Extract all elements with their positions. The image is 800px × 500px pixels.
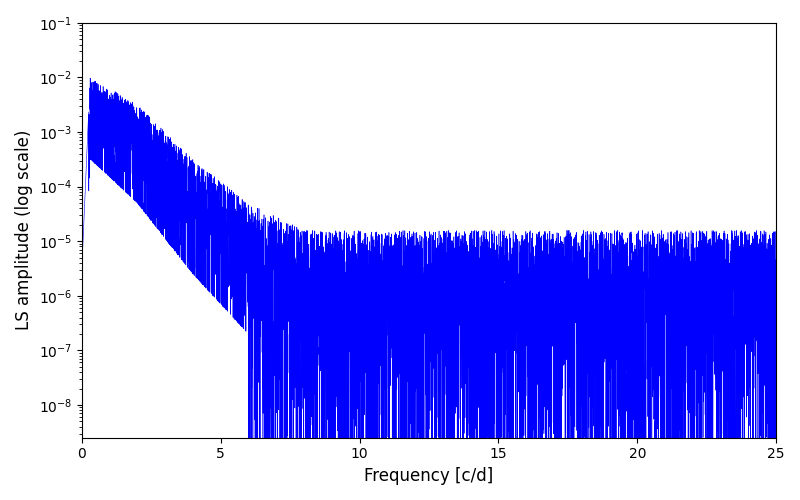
X-axis label: Frequency [c/d]: Frequency [c/d] (364, 467, 494, 485)
Y-axis label: LS amplitude (log scale): LS amplitude (log scale) (15, 130, 33, 330)
